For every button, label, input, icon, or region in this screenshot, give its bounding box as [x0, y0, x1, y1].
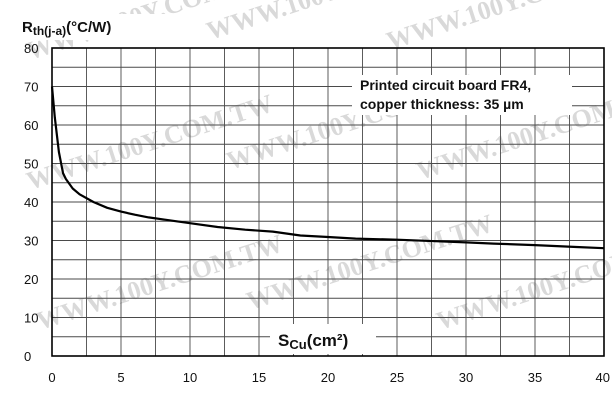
y-axis-label: Rth(j-a)(°C/W)	[16, 14, 176, 40]
watermark-layer: WWW.100Y.COM.TWWWW.100Y.COM.TWWWW.100Y.C…	[23, 0, 612, 336]
y-tick-label: 60	[24, 118, 38, 133]
series-layer	[50, 86, 605, 250]
y-tick-label: 30	[24, 234, 38, 249]
y-axis-label-text: Rth(j-a)(°C/W)	[22, 19, 111, 38]
x-axis-label: SCu(cm²)	[270, 324, 376, 354]
y-axis-label-main: R	[22, 19, 33, 36]
x-axis-label-main: S	[278, 331, 289, 350]
x-tick-label: 20	[321, 370, 335, 385]
y-axis-label-unit: (°C/W)	[66, 19, 111, 36]
annotation-line-2: copper thickness: 35 µm	[360, 96, 524, 112]
y-tick-label: 10	[24, 311, 38, 326]
annotation-background	[352, 75, 572, 115]
x-tick-label: 5	[117, 370, 124, 385]
x-tick-label: 15	[252, 370, 266, 385]
x-tick-label: 25	[390, 370, 404, 385]
y-tick-label: 0	[24, 349, 31, 364]
y-tick-label: 80	[24, 41, 38, 56]
x-tick-label: 0	[48, 370, 55, 385]
x-axis-label-sub: Cu	[289, 337, 306, 352]
y-tick-label: 70	[24, 80, 38, 95]
y-axis-label-sub: th(j-a)	[33, 24, 66, 38]
y-axis-label-background	[16, 14, 176, 40]
y-tick-label: 40	[24, 195, 38, 210]
x-tick-label: 40	[596, 370, 610, 385]
annotation: Printed circuit board FR4, copper thickn…	[352, 75, 572, 115]
x-tick-label: 30	[459, 370, 473, 385]
watermark-7: WWW.100Y.COM.TW	[33, 229, 287, 336]
x-tick-label: 10	[183, 370, 197, 385]
y-tick-label: 50	[24, 157, 38, 172]
x-axis-label-background	[270, 324, 376, 354]
y-tick-label: 20	[24, 272, 38, 287]
annotation-line-1: Printed circuit board FR4,	[360, 77, 531, 93]
series-line-1	[50, 86, 605, 250]
x-tick-label: 35	[528, 370, 542, 385]
x-axis-label-unit: (cm²)	[307, 331, 349, 350]
plot-frame	[51, 47, 605, 357]
tick-labels: 0 10 20 30 40 50 60 70 80 0 5 10 15 20 25 30 35 40	[24, 41, 610, 385]
x-axis-label-text: SCu(cm²)	[278, 331, 348, 352]
